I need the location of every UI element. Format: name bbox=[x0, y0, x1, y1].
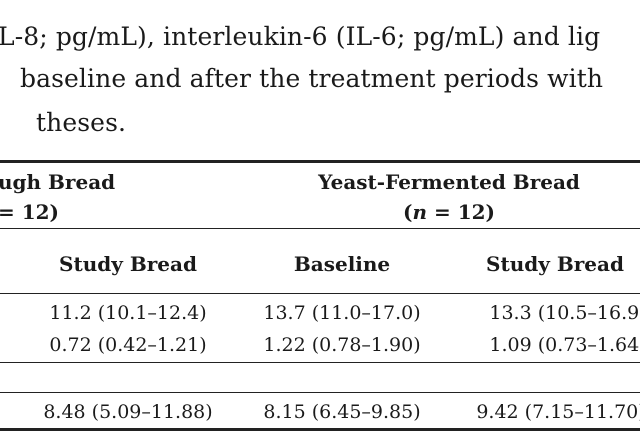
caption-line-2: baseline and after the treatment periods… bbox=[20, 64, 604, 93]
table-cell: 11.2 (10.1–12.4) bbox=[49, 302, 207, 324]
section-rule-bottom bbox=[0, 392, 640, 393]
group-header-yeast-n: (n = 12) bbox=[403, 200, 495, 224]
group-header-sourdough: ugh Bread bbox=[0, 170, 116, 194]
section-rule-top bbox=[0, 362, 640, 363]
table-cell: 13.7 (11.0–17.0) bbox=[263, 302, 421, 324]
table-top-rule bbox=[0, 160, 640, 163]
table-bottom-rule bbox=[0, 428, 640, 431]
group-header-yeast: Yeast-Fermented Bread bbox=[318, 170, 580, 194]
table-cell: 0.72 (0.42–1.21) bbox=[49, 334, 207, 356]
subheader-study-bread-yeast: Study Bread bbox=[486, 252, 624, 276]
table-cell: 8.15 (6.45–9.85) bbox=[263, 401, 421, 423]
group-header-sourdough-n: = 12) bbox=[0, 200, 60, 224]
table-cell: 8.48 (5.09–11.88) bbox=[43, 401, 213, 423]
subheader-rule bbox=[0, 293, 640, 294]
table-cell: 1.22 (0.78–1.90) bbox=[263, 334, 421, 356]
caption-line-1: L-8; pg/mL), interleukin-6 (IL-6; pg/mL)… bbox=[0, 22, 601, 51]
table-cell: 13.3 (10.5–16.9) bbox=[489, 302, 640, 324]
subheader-baseline-yeast: Baseline bbox=[293, 252, 391, 276]
table-cell: 9.42 (7.15–11.70) bbox=[476, 401, 640, 423]
group-header-rule bbox=[0, 228, 640, 229]
table-cell: 1.09 (0.73–1.64) bbox=[489, 334, 640, 356]
subheader-study-bread-sourdough: Study Bread bbox=[59, 252, 197, 276]
caption-line-3: theses. bbox=[36, 108, 127, 137]
